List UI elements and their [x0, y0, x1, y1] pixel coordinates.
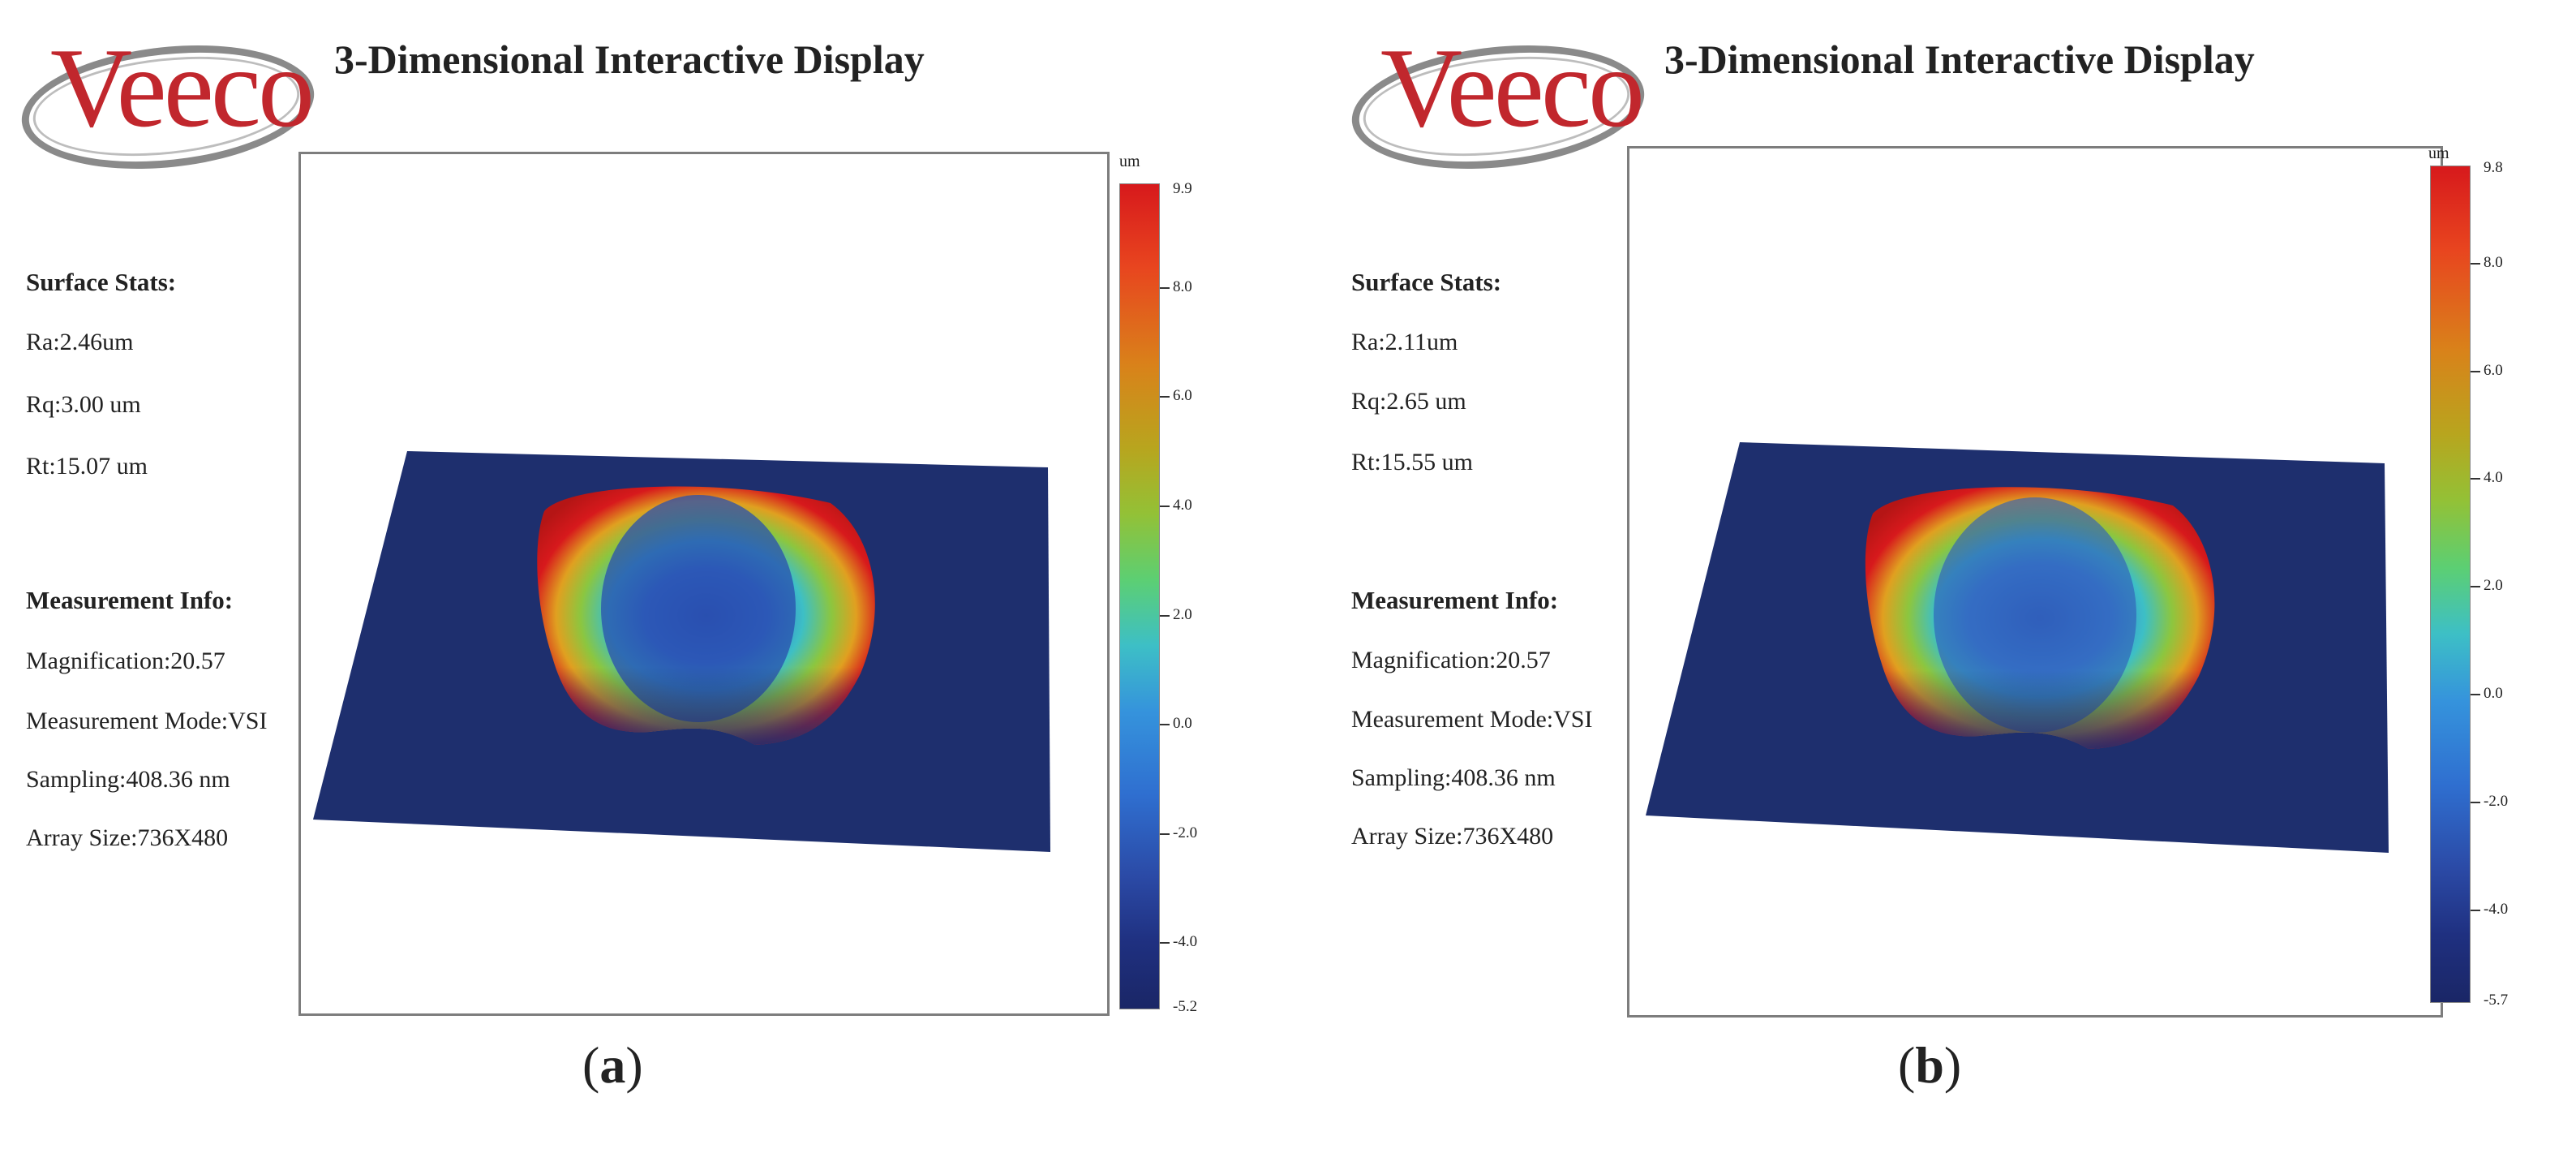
colorbar-max-label: 9.8 — [2484, 159, 2503, 176]
colorbar-max-label: 9.9 — [1173, 180, 1192, 197]
colorbar-unit: um — [2428, 144, 2449, 162]
display-title: 3-Dimensional Interactive Display — [1664, 37, 2255, 82]
measurement-info-heading: Measurement Info: — [26, 586, 234, 614]
logo-wordmark: Veeco — [1380, 25, 1645, 151]
surface-stats-heading: Surface Stats: — [26, 268, 177, 296]
info-array-size: Array Size:736X480 — [26, 824, 229, 851]
stat-rq: Rq:3.00 um — [26, 391, 141, 418]
colorbar-tick-label: 0.0 — [2484, 685, 2503, 702]
colorbar-tick — [2471, 371, 2480, 372]
surface-stats-heading: Surface Stats: — [1351, 268, 1502, 296]
colorbar-tick-label: -4.0 — [2484, 901, 2509, 918]
colorbar-tick — [1160, 942, 1170, 944]
colorbar-tick-label: 6.0 — [2484, 362, 2503, 379]
veeco-logo: Veeco — [15, 18, 323, 183]
info-magnification: Magnification:20.57 — [1351, 647, 1551, 673]
info-measurement-mode: Measurement Mode:VSI — [26, 708, 268, 734]
colorbar-tick-label: 2.0 — [1173, 606, 1192, 623]
veeco-logo: Veeco — [1345, 18, 1653, 183]
colorbar — [1119, 183, 1160, 1009]
colorbar-tick-label: -2.0 — [2484, 793, 2509, 810]
colorbar-tick — [2471, 478, 2480, 480]
caption-letter-b: b — [1915, 1036, 1944, 1094]
caption-letter-a: a — [599, 1036, 626, 1094]
colorbar-tick-label: 4.0 — [1173, 497, 1192, 514]
display-title: 3-Dimensional Interactive Display — [334, 37, 925, 82]
colorbar-tick-label: -2.0 — [1173, 824, 1198, 841]
colorbar-tick — [2471, 694, 2480, 695]
stat-ra: Ra:2.46um — [26, 329, 134, 355]
colorbar-min-label: -5.7 — [2484, 992, 2509, 1009]
caption-a: (a) — [582, 1036, 643, 1094]
colorbar-tick — [1160, 287, 1170, 289]
colorbar-tick-label: 4.0 — [2484, 469, 2503, 486]
surface-plot[interactable] — [301, 154, 1107, 1013]
3d-surface-view[interactable] — [298, 152, 1110, 1016]
colorbar-min-label: -5.2 — [1173, 998, 1198, 1015]
stat-rt: Rt:15.55 um — [1351, 449, 1474, 475]
stat-rq: Rq:2.65 um — [1351, 388, 1466, 415]
colorbar-tick-label: 0.0 — [1173, 715, 1192, 732]
panel-a: Veeco 3-Dimensional Interactive Display … — [15, 18, 1198, 1094]
colorbar-tick — [1160, 833, 1170, 835]
colorbar-tick-label: 8.0 — [1173, 278, 1192, 295]
colorbar-tick-label: 8.0 — [2484, 254, 2503, 271]
colorbar-tick — [2471, 802, 2480, 803]
caption-b: (b) — [1898, 1036, 1962, 1094]
colorbar-tick — [1160, 506, 1170, 507]
info-sampling: Sampling:408.36 nm — [1351, 764, 1556, 791]
colorbar-tick — [1160, 615, 1170, 617]
colorbar-tick — [2471, 263, 2480, 265]
stat-ra: Ra:2.11um — [1351, 329, 1458, 355]
colorbar-tick — [2471, 586, 2480, 587]
3d-surface-view[interactable] — [1627, 146, 2443, 1018]
stat-rt: Rt:15.07 um — [26, 453, 148, 480]
colorbar-tick — [1160, 724, 1170, 725]
colorbar-tick-label: 2.0 — [2484, 577, 2503, 594]
info-sampling: Sampling:408.36 nm — [26, 766, 230, 793]
colorbar-unit: um — [1119, 153, 1140, 170]
info-magnification: Magnification:20.57 — [26, 648, 225, 674]
colorbar-tick-label: 6.0 — [1173, 387, 1192, 404]
colorbar-tick-label: -4.0 — [1173, 933, 1198, 950]
info-array-size: Array Size:736X480 — [1351, 823, 1554, 850]
panel-b: Veeco 3-Dimensional Interactive Display … — [1330, 0, 2576, 1166]
logo-wordmark: Veeco — [50, 25, 315, 151]
measurement-info-heading: Measurement Info: — [1351, 586, 1559, 614]
colorbar — [2430, 166, 2471, 1003]
colorbar-tick — [1160, 396, 1170, 398]
surface-plot[interactable] — [1629, 148, 2441, 1015]
colorbar-tick — [2471, 910, 2480, 911]
info-measurement-mode: Measurement Mode:VSI — [1351, 706, 1593, 733]
